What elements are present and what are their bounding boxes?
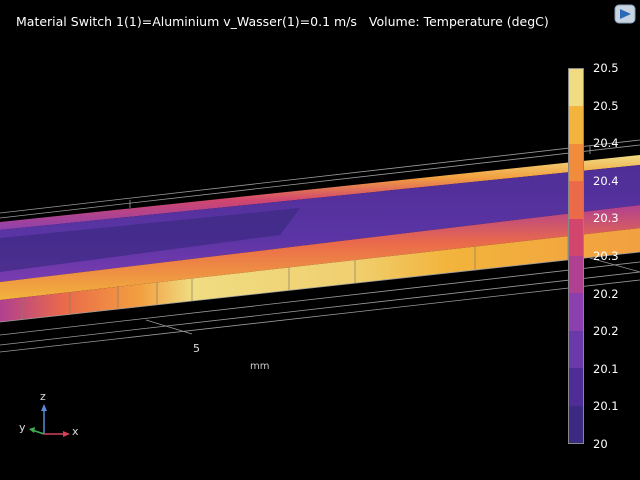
triad-y-label: y	[19, 421, 26, 434]
triad-x-label: x	[72, 425, 79, 438]
frame-lines-front	[0, 251, 640, 353]
color-legend-label: 20.5	[593, 61, 619, 75]
color-legend-band	[569, 256, 583, 294]
frame-lines-back	[0, 139, 640, 219]
plot-title: Material Switch 1(1)=Aluminium v_Wasser(…	[16, 14, 549, 29]
color-legend-label: 20.2	[593, 286, 619, 301]
color-legend-band	[569, 405, 583, 444]
color-legend-label: 20.5	[593, 98, 619, 113]
color-legend-band	[569, 181, 583, 219]
beam-side-face	[0, 165, 640, 282]
color-legend-labels: 20.5 20.5 20.4 20.4 20.3 20.3 20.2 20.2 20.1 20.1…	[593, 61, 637, 451]
color-legend-label: 20.3	[593, 249, 619, 263]
plot-title-expression: Volume: Temperature (degC)	[368, 14, 549, 29]
color-legend-label: 20.1	[593, 361, 619, 376]
triad-z-label: z	[40, 390, 46, 403]
color-legend-label: 20.4	[593, 136, 619, 151]
axis-triad-icon	[29, 404, 70, 437]
beam-bottom-strip	[0, 228, 640, 322]
color-legend-band	[569, 143, 583, 182]
color-legend-band	[569, 69, 583, 107]
plot-title-parameters: Material Switch 1(1)=Aluminium v_Wasser(…	[16, 14, 357, 29]
app-logo-icon	[614, 4, 636, 24]
color-legend-band	[569, 368, 583, 406]
color-legend-label: 20.4	[593, 173, 619, 188]
color-legend-label: 20	[593, 437, 608, 451]
color-legend-band	[569, 293, 583, 331]
beam-lower-face	[0, 205, 640, 300]
axis-unit-label: mm	[250, 361, 270, 372]
axis-tick-label: 5	[193, 342, 200, 355]
beam-cold-region	[0, 208, 300, 272]
axis-orientation-triad: z y x	[14, 388, 94, 448]
color-legend-band	[569, 218, 583, 257]
color-legend-band	[569, 330, 583, 369]
color-legend-band	[569, 106, 583, 144]
color-legend-label: 20.2	[593, 324, 619, 339]
beam-top-edge	[0, 155, 640, 230]
color-legend-label: 20.3	[593, 211, 619, 226]
color-legend-bar	[568, 68, 584, 444]
color-legend-label: 20.1	[593, 399, 619, 414]
